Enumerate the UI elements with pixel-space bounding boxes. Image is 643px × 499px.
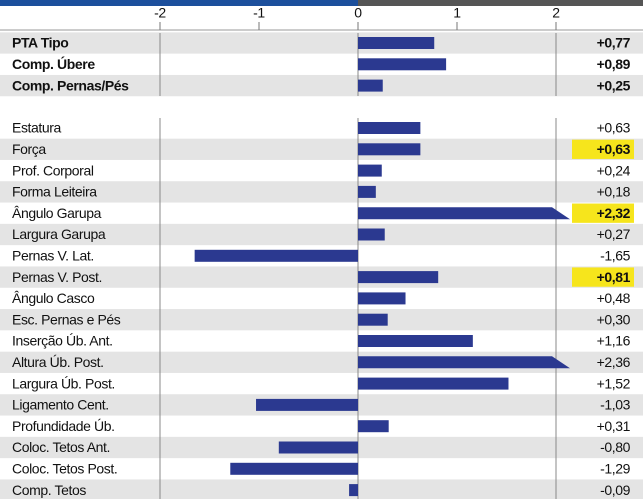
- value-label: -1,03: [600, 397, 631, 413]
- row-label: Pernas V. Lat.: [12, 248, 94, 264]
- row-background: [0, 138, 643, 160]
- row-background: [0, 479, 643, 499]
- row-label: Prof. Corporal: [12, 162, 94, 178]
- value-label: -0,09: [600, 482, 631, 498]
- value-label: +0,63: [597, 141, 631, 157]
- row-background: [0, 266, 643, 288]
- row-label: Pernas V. Post.: [12, 269, 102, 285]
- row-label: Coloc. Tetos Ant.: [12, 439, 110, 455]
- x-tick-label: -2: [154, 5, 166, 21]
- value-label: +2,32: [597, 205, 631, 221]
- value-highlight: [572, 267, 634, 287]
- row-label: Profundidade Úb.: [12, 418, 115, 434]
- row-label: Comp. Tetos: [12, 482, 86, 498]
- row-background: [0, 309, 643, 331]
- bar: [358, 356, 570, 369]
- bar: [358, 185, 376, 198]
- value-label: +0,48: [597, 290, 631, 306]
- row-label: Ângulo Garupa: [12, 205, 102, 221]
- value-label: +2,36: [597, 354, 631, 370]
- bar: [358, 377, 509, 390]
- value-label: +0,30: [597, 311, 631, 327]
- value-label: +1,52: [597, 375, 631, 391]
- value-label: -1,65: [600, 248, 631, 264]
- row-background: [0, 32, 643, 54]
- x-tick-label: 0: [354, 5, 362, 21]
- x-tick-label: 1: [453, 5, 461, 21]
- value-label: -0,80: [600, 439, 631, 455]
- x-tick-label: 2: [552, 5, 560, 21]
- row-label: Altura Úb. Post.: [12, 354, 104, 370]
- bar: [349, 484, 358, 497]
- bar: [230, 462, 358, 475]
- row-label: Largura Úb. Post.: [12, 375, 115, 391]
- row-label: Inserção Úb. Ant.: [12, 333, 113, 349]
- value-label: +0,18: [597, 184, 631, 200]
- header-bar-right: [358, 0, 643, 6]
- row-label: Esc. Pernas e Pés: [12, 311, 121, 327]
- value-label: +0,31: [597, 418, 631, 434]
- value-label: +0,81: [597, 269, 631, 285]
- value-label: +0,27: [597, 226, 631, 242]
- row-label: Forma Leiteira: [12, 184, 97, 200]
- bar: [358, 58, 447, 71]
- row-label: Ligamento Cent.: [12, 397, 109, 413]
- value-label: -1,29: [600, 461, 631, 477]
- bar: [194, 249, 358, 262]
- x-tick-label: -1: [253, 5, 265, 21]
- value-label: +0,25: [597, 77, 631, 93]
- value-label: +0,77: [597, 35, 631, 51]
- row-background: [0, 74, 643, 97]
- row-label: Comp. Úbere: [12, 55, 95, 72]
- row-background: [0, 223, 643, 246]
- value-label: +1,16: [597, 333, 631, 349]
- row-label: PTA Tipo: [12, 35, 68, 51]
- value-highlight: [572, 203, 634, 223]
- row-label: Ângulo Casco: [12, 290, 95, 306]
- bar: [358, 79, 383, 92]
- bar: [358, 207, 570, 220]
- row-background: [0, 181, 643, 203]
- value-label: +0,63: [597, 120, 631, 136]
- bar: [358, 335, 473, 347]
- bar: [278, 441, 358, 454]
- bar: [358, 228, 385, 241]
- row-label: Estatura: [12, 120, 62, 136]
- bar: [358, 143, 421, 156]
- header-bar: [0, 0, 358, 6]
- bar: [358, 37, 435, 49]
- value-label: +0,24: [597, 162, 631, 178]
- row-label: Coloc. Tetos Post.: [12, 461, 117, 477]
- row-label: Comp. Pernas/Pés: [12, 77, 129, 93]
- bar: [358, 122, 421, 134]
- bar: [358, 164, 382, 177]
- bar: [358, 313, 388, 326]
- bar: [358, 420, 389, 433]
- row-label: Força: [12, 141, 46, 157]
- bar: [358, 271, 439, 284]
- value-highlight: [572, 139, 634, 159]
- value-label: +0,89: [597, 56, 631, 72]
- bar: [256, 398, 358, 411]
- row-label: Largura Garupa: [12, 226, 106, 242]
- bar: [358, 292, 406, 305]
